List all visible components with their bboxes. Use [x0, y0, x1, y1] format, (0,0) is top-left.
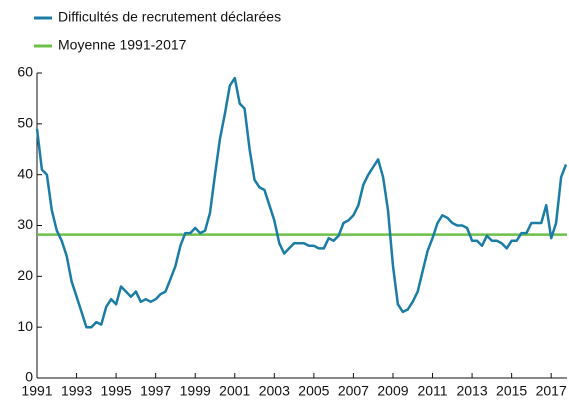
x-tick-label: 2017 [536, 383, 567, 399]
x-tick-label: 2011 [417, 383, 447, 399]
y-tick-label: 0 [25, 369, 33, 385]
x-tick-label: 2009 [377, 383, 408, 399]
x-tick-label: 2003 [259, 383, 290, 399]
y-tick-label: 40 [17, 165, 33, 181]
x-tick-label: 1991 [21, 383, 52, 399]
y-tick-label: 20 [17, 267, 33, 283]
y-tick-label: 10 [17, 318, 33, 334]
x-tick-label: 1993 [61, 383, 92, 399]
x-tick-label: 2005 [298, 383, 329, 399]
y-tick-label: 60 [17, 64, 33, 80]
y-tick-label: 50 [17, 115, 33, 131]
legend-label: Moyenne 1991-2017 [58, 37, 187, 53]
x-tick-label: 2013 [456, 383, 487, 399]
x-tick-label: 1995 [101, 383, 132, 399]
y-tick-label: 30 [17, 216, 33, 232]
x-tick-label: 1997 [140, 383, 171, 399]
x-tick-label: 1999 [180, 383, 211, 399]
legend-label: Difficultés de recrutement déclarées [58, 9, 281, 25]
x-tick-label: 2015 [496, 383, 527, 399]
x-tick-label: 2001 [219, 383, 250, 399]
x-tick-label: 2007 [338, 383, 369, 399]
data-line [35, 76, 568, 329]
